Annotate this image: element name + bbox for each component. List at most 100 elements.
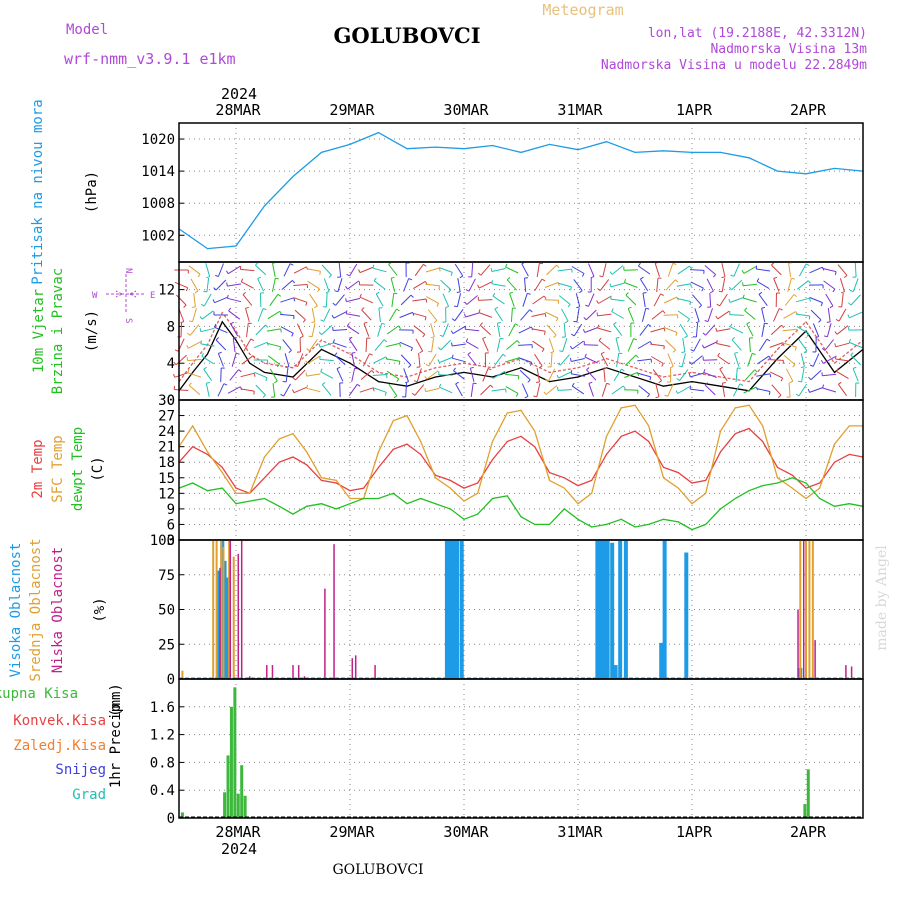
wind-barb-flag — [333, 339, 334, 342]
wind-barb — [736, 368, 737, 382]
data-point — [292, 433, 293, 434]
wind-barb-flag — [258, 277, 261, 279]
wind-barb-flag — [374, 278, 376, 281]
wind-barb — [720, 369, 727, 381]
data-point — [534, 446, 535, 447]
data-point — [805, 482, 806, 483]
wind-barb — [334, 312, 347, 318]
wind-barb — [326, 293, 327, 307]
data-point — [235, 340, 236, 341]
data-point — [393, 420, 394, 421]
wind-barb — [838, 384, 846, 395]
wind-barb — [258, 279, 264, 292]
compass-n: N — [123, 268, 133, 273]
data-point — [363, 488, 364, 489]
wind-barb-flag — [525, 396, 528, 397]
wind-barb-flag — [517, 341, 519, 344]
wind-barb — [651, 328, 665, 332]
wind-barb — [611, 283, 625, 287]
data-point — [834, 168, 835, 169]
data-point — [549, 480, 550, 481]
wind-barb — [759, 294, 767, 305]
wind-barb-flag — [306, 302, 307, 305]
wind-barb-flag — [572, 269, 573, 273]
wind-barb — [293, 285, 307, 286]
wind-barb — [757, 281, 769, 288]
wind-barb-flag — [703, 333, 706, 335]
wind-barb-flag — [254, 373, 255, 376]
data-point — [705, 480, 706, 481]
wind-barb — [233, 338, 235, 352]
wind-barb-flag — [673, 350, 675, 353]
wind-barb — [519, 327, 532, 333]
precip-yunit: (mm) — [108, 683, 124, 717]
wind-barb — [664, 328, 677, 333]
data-point — [805, 321, 806, 322]
wind-barb — [230, 370, 239, 381]
wind-barb — [732, 340, 741, 351]
data-point — [435, 367, 436, 368]
bottom-day-label: 1APR — [676, 823, 713, 841]
compass-s: S — [123, 318, 133, 323]
wind-barb — [771, 265, 781, 275]
data-point — [663, 386, 664, 387]
wind-barb-flag — [690, 266, 692, 269]
wind-barb-flag — [841, 292, 844, 293]
wind-barb — [348, 281, 359, 289]
data-point — [720, 431, 721, 432]
wind-barb-flag — [215, 275, 218, 276]
wind-barb-flag — [192, 307, 196, 308]
wind-barb — [443, 294, 449, 307]
wind-barb — [533, 296, 545, 304]
wind-barb — [283, 340, 292, 351]
wind-barb — [339, 263, 341, 277]
wind-barb — [799, 384, 807, 396]
wind-barb — [759, 339, 767, 351]
wind-barb — [386, 343, 400, 346]
wind-barb-flag — [186, 288, 187, 291]
wind-barb-flag — [290, 264, 293, 266]
wind-barb-flag — [599, 338, 601, 341]
wind-barb — [558, 269, 572, 271]
wind-barb — [221, 368, 222, 382]
wind-barb-flag — [454, 368, 456, 371]
wind-barb-flag — [801, 367, 804, 368]
wind-barb-flag — [495, 307, 498, 309]
wind-barb — [479, 282, 492, 288]
data-point — [321, 340, 322, 341]
data-point — [705, 524, 706, 525]
wind-barb-flag — [352, 353, 355, 354]
wind-barb-flag — [661, 294, 664, 296]
wind-barb-flag — [689, 374, 690, 377]
wind-barb — [598, 328, 612, 332]
data-point — [634, 152, 635, 153]
wind-barb — [639, 386, 650, 395]
data-point — [321, 152, 322, 153]
wind-barb-flag — [479, 309, 480, 312]
wind-barb — [677, 284, 691, 287]
wind-barb-flag — [551, 352, 554, 353]
bar — [233, 687, 236, 818]
wind-barb — [825, 340, 834, 351]
y-tick-label: 6 — [167, 517, 175, 533]
data-point — [435, 477, 436, 478]
wind-barb-flag — [263, 309, 266, 310]
wind-barb-flag — [691, 284, 692, 287]
wind-barb-flag — [326, 292, 329, 293]
wind-barb — [492, 389, 506, 391]
wind-barb-flag — [355, 368, 359, 369]
wind-barb — [413, 313, 427, 317]
wind-barb — [373, 357, 386, 363]
wind-barb — [246, 308, 250, 321]
wind-barb — [247, 323, 249, 337]
wind-barb — [519, 358, 532, 363]
wind-barb-flag — [848, 303, 851, 305]
wind-barb-flag — [774, 277, 777, 278]
wind-barb-flag — [710, 291, 713, 293]
wind-barb-flag — [465, 314, 466, 317]
wind-barb — [772, 385, 781, 396]
wind-barb-flag — [665, 395, 668, 396]
wind-barb — [628, 309, 633, 322]
wind-barb — [426, 388, 440, 391]
